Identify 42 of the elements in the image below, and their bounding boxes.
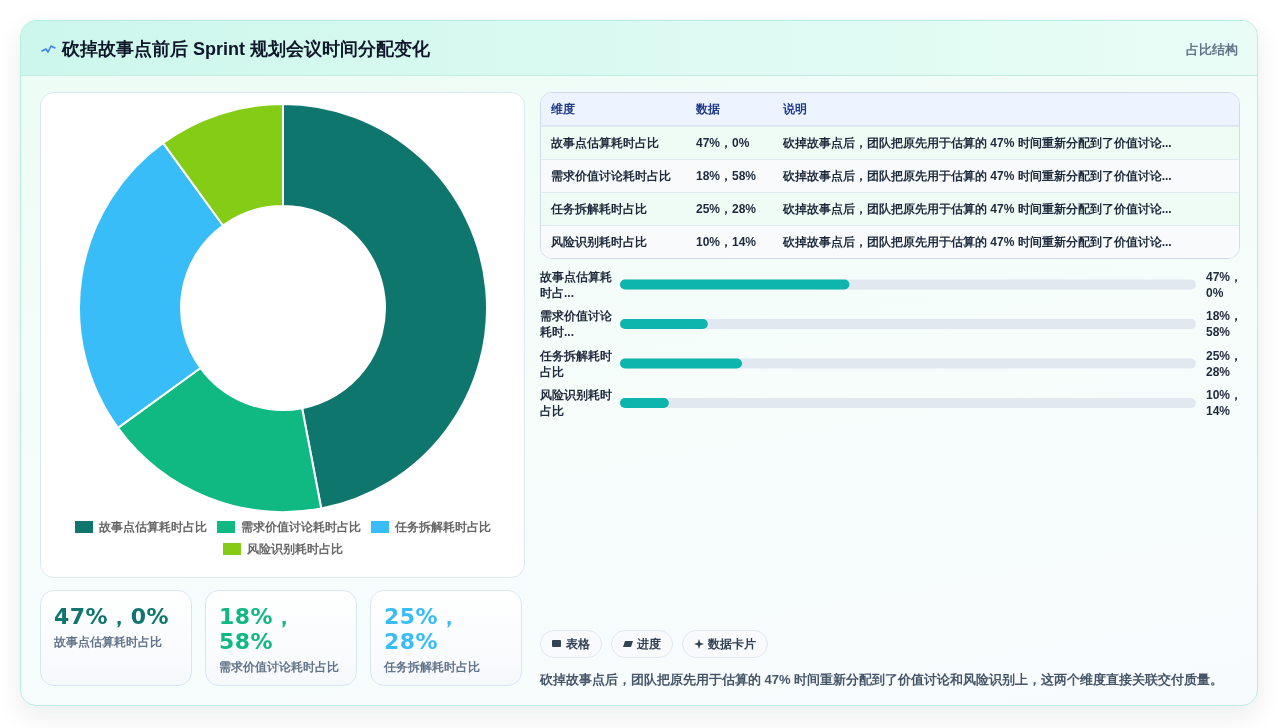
text: 数据卡片 — [708, 636, 756, 652]
text: 砍掉故事点后，团队把原先用于估算的 47% 时间重新分配到了价值讨论... — [783, 135, 1173, 151]
text: 说明 — [783, 101, 808, 117]
text: 25%，28% — [384, 604, 462, 654]
bar — [620, 319, 708, 329]
y-tick-label: 风险识别耗时占比 — [540, 387, 613, 419]
text: 砍掉故事点后，团队把原先用于估算的 47% 时间重新分配到了价值讨论... — [783, 201, 1173, 217]
text: 砍掉故事点后，团队把原先用于估算的 47% 时间重新分配到了价值讨论... — [783, 234, 1173, 250]
text: 10%，14% — [696, 234, 758, 250]
text: 表格 — [566, 636, 590, 652]
text: 18%，58% — [219, 604, 297, 654]
text: 25%，28% — [696, 201, 758, 217]
data-label: 25%，28% — [1206, 347, 1243, 380]
legend-label: 需求价值讨论耗时占比 — [240, 519, 361, 535]
text: 进度 — [637, 636, 661, 652]
text: 47%，0% — [696, 135, 751, 151]
text: 占比结构 — [1186, 42, 1238, 57]
data-label: 10%，14% — [1206, 387, 1243, 419]
chart-title: 砍掉故事点前后 Sprint 规划会议时间分配变化 — [62, 38, 430, 61]
legend-label: 任务拆解耗时占比 — [394, 519, 491, 535]
legend-label: 风险识别耗时占比 — [246, 541, 343, 557]
text: 风险识别耗时占比 — [550, 234, 648, 250]
text: 任务拆解耗时占比 — [384, 659, 481, 675]
text: 47%，0% — [54, 604, 170, 629]
data-label: 18%，58% — [1206, 308, 1243, 340]
text: 需求价值讨论耗时占比 — [219, 659, 340, 675]
text: 维度 — [550, 101, 576, 117]
legend-label: 故事点估算耗时占比 — [98, 519, 207, 535]
bar — [620, 398, 669, 408]
text: 18%，58% — [696, 168, 758, 184]
y-tick-label: 需求价值讨论耗时... — [540, 308, 613, 340]
text: 砍掉故事点后，团队把原先用于估算的 47% 时间重新分配到了价值讨论和风险识别上，这两个维度直接关联交付质量。 — [540, 671, 1224, 689]
text: 数据 — [696, 101, 721, 117]
text: 需求价值讨论耗时占比 — [550, 168, 672, 184]
bar — [620, 358, 743, 369]
data-label: 47%，0% — [1206, 268, 1243, 301]
text: 故事点估算耗时占比 — [550, 135, 660, 151]
text: 故事点估算耗时占比 — [54, 634, 163, 650]
text: 砍掉故事点后，团队把原先用于估算的 47% 时间重新分配到了价值讨论... — [783, 168, 1173, 184]
text: 任务拆解耗时占比 — [550, 201, 648, 217]
y-tick-label: 任务拆解耗时占比 — [540, 347, 613, 380]
y-tick-label: 故事点估算耗时占... — [540, 268, 613, 301]
